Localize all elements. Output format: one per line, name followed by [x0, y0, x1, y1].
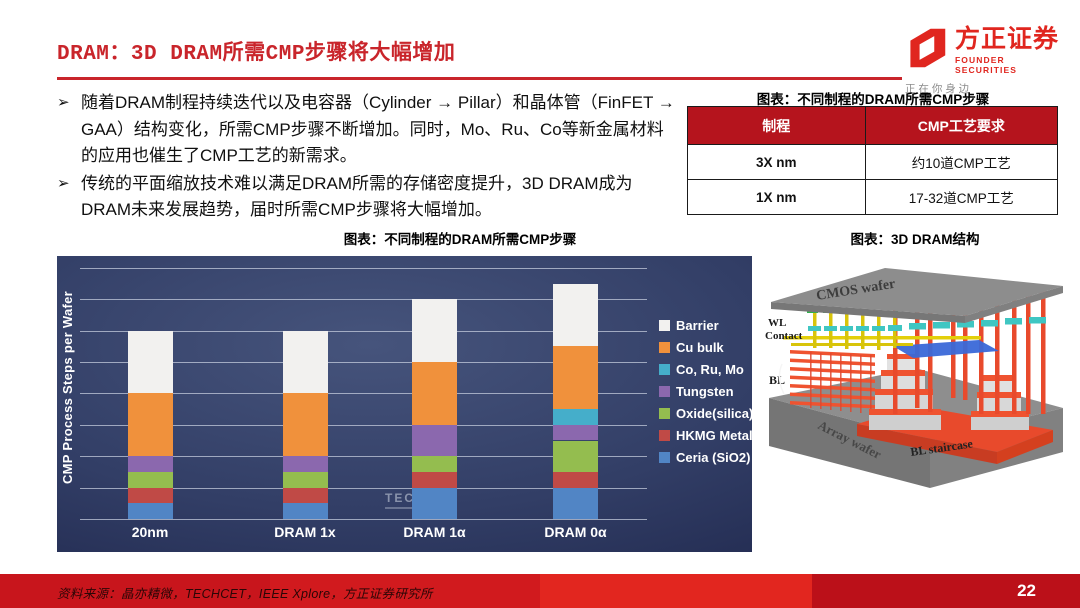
legend-label: Cu bulk [676, 340, 724, 355]
label-wl: WL [768, 317, 786, 329]
title-underline [57, 77, 902, 80]
page-title: DRAM：3D DRAM所需CMP步骤将大幅增加 [57, 43, 456, 66]
legend-item: Barrier [659, 318, 753, 333]
logo-slogan: 正 在 你 身 边 [905, 83, 970, 95]
legend-item: Oxide(silica) [659, 406, 753, 421]
legend-item: Cu bulk [659, 340, 753, 355]
chart-legend: Barrier Cu bulk Co, Ru, Mo Tungsten Oxide(si… [659, 318, 753, 465]
legend-label: Ceria (SiO2) [676, 450, 751, 465]
legend-label: Oxide(silica) [676, 406, 754, 421]
footer-segment [0, 574, 270, 608]
footer-bar: 资料来源：晶亦精微，TECHCET，IEEE Xplore，方正证券研究所 22 [0, 574, 1080, 608]
source-note: 资料来源：晶亦精微，TECHCET，IEEE Xplore，方正证券研究所 [57, 587, 433, 601]
summary-bullets: 随着DRAM制程持续迭代以及电容器（Cylinder → Pillar）和晶体管… [57, 90, 675, 225]
chart-gridline [80, 456, 647, 458]
structure-figure-title: 图表：3D DRAM结构 [850, 232, 980, 247]
chart-figure-title: 图表：不同制程的DRAM所需CMP步骤 [343, 232, 577, 247]
legend-item: Co, Ru, Mo [659, 362, 753, 377]
chart-gridline [80, 393, 647, 395]
table-cell: 1X nm [687, 179, 866, 215]
bar-segment-hkmg-metal [553, 471, 598, 488]
legend-item: Tungsten [659, 384, 753, 399]
bar-segment-tungsten [282, 456, 328, 472]
legend-swatch [659, 320, 670, 331]
bl-staircase-blocks [869, 354, 1029, 430]
table-header-cell: CMP工艺要求 [864, 106, 1059, 145]
legend-label: HKMG Metal [676, 428, 753, 443]
bar-segment-cu-bulk [412, 362, 457, 425]
x-axis-category-label: DRAM 1α [403, 524, 466, 540]
bar-segment-cu-bulk [282, 393, 328, 457]
bullet-item: 随着DRAM制程持续迭代以及电容器（Cylinder → Pillar）和晶体管… [57, 90, 675, 170]
table-figure-title: 图表：不同制程的DRAM所需CMP步骤 [756, 92, 990, 107]
legend-label: Co, Ru, Mo [676, 362, 744, 377]
bar-segment-oxide-silica- [412, 456, 457, 472]
3d-dram-structure-image: CMOS wafer WL Contact BL Array wafer BL … [765, 268, 1063, 488]
chart-gridline [80, 487, 647, 489]
x-axis-category-label: DRAM 1x [274, 524, 336, 540]
bar-segment-cu-bulk [553, 346, 598, 410]
bar-segment-hkmg-metal [412, 471, 457, 488]
bar-segment-hkmg-metal [127, 487, 173, 504]
legend-swatch [659, 342, 670, 353]
x-axis-category-label: 20nm [131, 524, 169, 540]
logo-name-en: FOUNDER SECURITIES [955, 55, 1018, 75]
legend-item: Ceria (SiO2) [659, 450, 753, 465]
chart-gridline [80, 519, 647, 520]
table-cell: 3X nm [687, 144, 866, 180]
table-cell: 约10道CMP工艺 [864, 144, 1059, 180]
chart-gridline [80, 424, 647, 426]
page-number: 22 [1017, 581, 1036, 600]
bar-segment-barrier [553, 283, 598, 347]
bar-segment-barrier [412, 299, 457, 362]
label-bl: BL [769, 373, 785, 387]
bar-segment-ceria-sio2- [553, 487, 598, 519]
chart-gridline [80, 362, 647, 363]
founder-logo-icon [910, 28, 946, 68]
legend-item: HKMG Metal [659, 428, 753, 443]
bar-segment-tungsten [412, 424, 457, 457]
footer-segment [540, 574, 812, 608]
bar-segment-ceria-sio2- [127, 503, 173, 519]
bl-stack [790, 350, 875, 413]
chart-gridline [80, 330, 647, 332]
cmp-steps-stacked-bar-chart: CMP Process Steps per Wafer TECHCET 20nm… [57, 256, 753, 552]
bullet-item: 传统的平面缩放技术难以满足DRAM所需的存储密度提升，3D DRAM成为DRAM… [57, 171, 675, 224]
bar-segment-barrier [282, 330, 328, 394]
bar-segment-tungsten [127, 456, 173, 472]
bar-segment-oxide-silica- [553, 440, 598, 472]
legend-swatch [659, 408, 670, 419]
chart-gridline [80, 299, 647, 301]
bar-segment-tungsten [553, 424, 598, 441]
label-wl-contact: Contact [765, 330, 803, 342]
table-row: 1X nm 17-32道CMP工艺 [687, 179, 1059, 215]
bar-segment-oxide-silica- [127, 471, 173, 488]
table-header-row: 制程 CMP工艺要求 [687, 106, 1059, 145]
bar-segment-ceria-sio2- [282, 503, 328, 519]
cmp-steps-table: 制程 CMP工艺要求 3X nm 约10道CMP工艺 1X nm 17-32道C… [687, 106, 1059, 215]
bar-segment-oxide-silica- [282, 471, 328, 488]
bar-segment-cu-bulk [127, 393, 173, 457]
chart-gridline [80, 267, 647, 269]
founder-securities-logo: 方正证券 FOUNDER SECURITIES 正 在 你 身 边 [903, 26, 1067, 96]
legend-swatch [659, 430, 670, 441]
legend-label: Tungsten [676, 384, 734, 399]
legend-swatch [659, 452, 670, 463]
table-cell: 17-32道CMP工艺 [864, 179, 1059, 215]
legend-label: Barrier [676, 318, 719, 333]
bar-segment-hkmg-metal [282, 487, 328, 504]
table-header-cell: 制程 [687, 106, 866, 145]
bar-segment-barrier [127, 330, 173, 394]
legend-swatch [659, 364, 670, 375]
footer-segment [812, 574, 1080, 608]
chart-y-axis-label: CMP Process Steps per Wafer [60, 290, 76, 485]
bar-segment-ceria-sio2- [412, 487, 457, 519]
footer-segment [270, 574, 540, 608]
logo-name: 方正证券 [955, 25, 1060, 53]
x-axis-category-label: DRAM 0α [544, 524, 607, 540]
table-row: 3X nm 约10道CMP工艺 [687, 144, 1059, 180]
bar-segment-co-ru-mo [553, 409, 598, 425]
legend-swatch [659, 386, 670, 397]
